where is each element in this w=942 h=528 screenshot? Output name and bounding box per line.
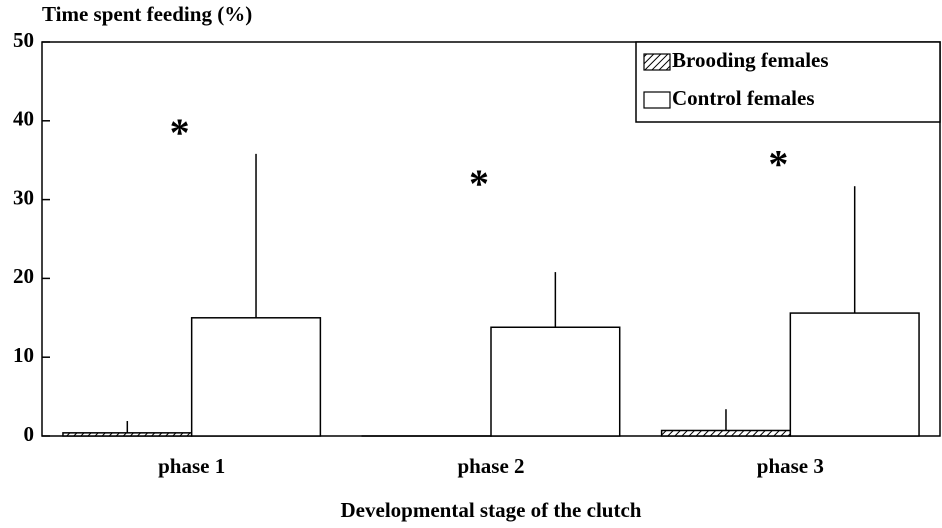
legend-label: Control females — [672, 86, 815, 110]
annotation: * — [768, 141, 788, 186]
annotation: * — [170, 110, 190, 155]
y-tick-label: 50 — [13, 28, 34, 52]
x-tick-label: phase 1 — [158, 454, 225, 478]
bar — [62, 432, 193, 437]
x-tick-label: phase 3 — [757, 454, 824, 478]
y-axis-label: Time spent feeding (%) — [42, 2, 252, 26]
y-tick-label: 30 — [13, 185, 34, 209]
x-tick-label: phase 2 — [457, 454, 524, 478]
y-tick-label: 20 — [13, 264, 34, 288]
bar — [660, 429, 792, 437]
bar — [490, 326, 621, 437]
legend-label: Brooding females — [672, 48, 829, 72]
legend-swatch — [643, 91, 671, 109]
legend-swatch — [643, 53, 671, 71]
bar — [190, 317, 322, 437]
y-tick-label: 0 — [24, 422, 35, 446]
annotation: * — [469, 161, 489, 206]
legend-box — [635, 41, 941, 123]
bar — [789, 312, 920, 437]
y-tick-label: 10 — [13, 343, 34, 367]
x-axis-label: Developmental stage of the clutch — [341, 498, 642, 522]
y-tick-label: 40 — [13, 107, 34, 131]
